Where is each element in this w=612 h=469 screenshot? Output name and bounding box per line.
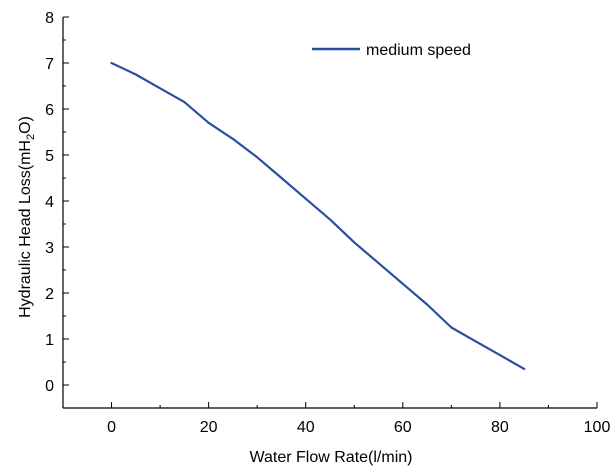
axes — [62, 17, 597, 409]
y-tick-label: 5 — [45, 148, 54, 165]
y-axis-label-subscript: 2 — [25, 134, 37, 140]
x-axis-label: Water Flow Rate(l/min) — [250, 449, 413, 466]
y-tick-label: 2 — [45, 286, 54, 303]
y-tick-label: 4 — [45, 194, 54, 211]
ticks: 0 20 40 60 80 100 0 1 2 3 4 5 6 7 8 — [45, 10, 610, 436]
x-tick-label: 100 — [584, 419, 611, 436]
y-axis-label: Hydraulic Head Loss(mH2O) — [17, 116, 37, 318]
x-tick-label: 20 — [200, 419, 218, 436]
x-tick-label: 40 — [297, 419, 315, 436]
y-tick-label: 6 — [45, 102, 54, 119]
y-tick-label: 0 — [45, 378, 54, 395]
y-tick-label: 8 — [45, 10, 54, 27]
x-tick-label: 60 — [394, 419, 412, 436]
legend-label: medium speed — [366, 42, 471, 59]
y-axis-label-main: Hydraulic Head Loss(mH — [17, 140, 34, 318]
x-tick-label: 0 — [107, 419, 116, 436]
y-axis-label-suffix: O) — [17, 116, 34, 134]
series-line-medium-speed — [110, 61, 526, 370]
x-tick-label: 80 — [491, 419, 509, 436]
legend: medium speed — [312, 42, 471, 59]
y-tick-label: 1 — [45, 332, 54, 349]
series-layer — [110, 61, 526, 370]
y-tick-label: 3 — [45, 240, 54, 257]
y-tick-label: 7 — [45, 56, 54, 73]
